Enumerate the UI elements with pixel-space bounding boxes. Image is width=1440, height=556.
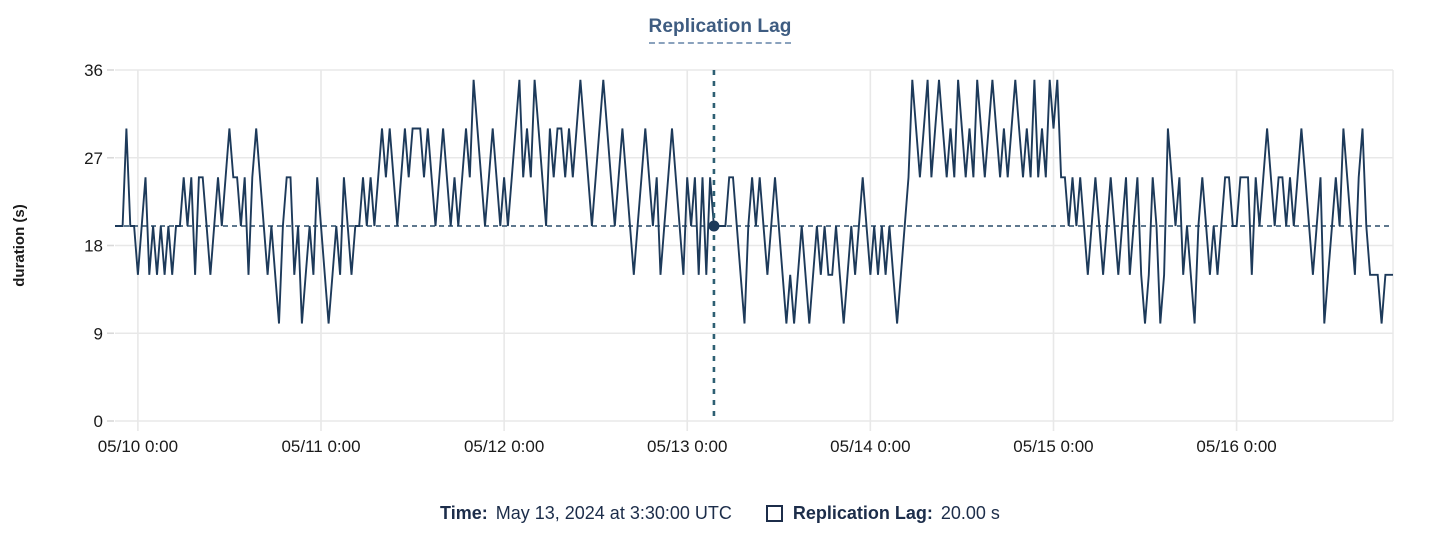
tooltip-time-group: Time: May 13, 2024 at 3:30:00 UTC [440, 503, 732, 524]
x-tick-label: 05/11 0:00 [281, 437, 360, 456]
time-label: Time: [440, 503, 488, 523]
x-tick-label: 05/14 0:00 [830, 437, 910, 456]
y-tick-label: 27 [84, 149, 103, 168]
tooltip-footer: Time: May 13, 2024 at 3:30:00 UTC Replic… [0, 503, 1440, 524]
y-axis-title: duration (s) [11, 204, 28, 287]
time-value: May 13, 2024 at 3:30:00 UTC [495, 503, 732, 523]
plot-area[interactable]: 0 9 18 27 36 05/10 0:00 05/11 0:00 05/12 0:00 05… [0, 0, 1440, 470]
x-tick-label: 05/12 0:00 [464, 437, 544, 456]
series-label: Replication Lag: [792, 503, 933, 523]
x-tick-label: 05/15 0:00 [1013, 437, 1093, 456]
chart-title[interactable]: Replication Lag [648, 16, 792, 44]
legend-swatch-icon[interactable] [765, 505, 783, 522]
y-tick-label: 9 [94, 324, 103, 343]
series-line [115, 79, 1393, 324]
y-tick-label: 18 [84, 237, 103, 256]
y-tick-label: 36 [84, 61, 103, 80]
x-tick-label: 05/16 0:00 [1196, 437, 1276, 456]
series-value: 20.00 s [940, 503, 1000, 523]
crosshair-dot[interactable] [708, 220, 720, 232]
x-tick-label: 05/10 0:00 [98, 437, 178, 456]
tooltip-series-group: Replication Lag: 20.00 s [765, 503, 1000, 524]
chart-header: Replication Lag [0, 16, 1440, 44]
x-tick-label: 05/13 0:00 [647, 437, 727, 456]
y-tick-label: 0 [94, 412, 103, 431]
